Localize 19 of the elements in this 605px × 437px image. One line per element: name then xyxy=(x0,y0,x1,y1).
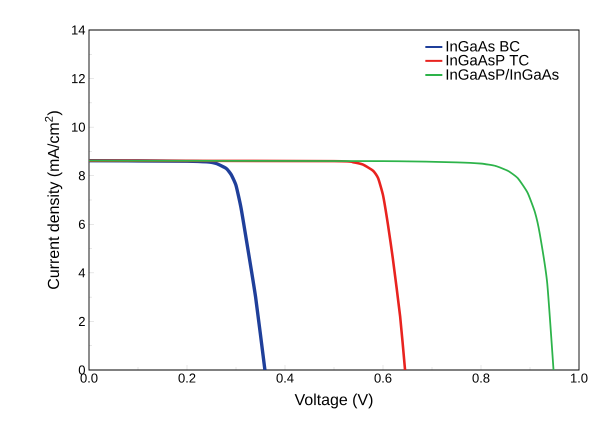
x-tick-label: 0.2 xyxy=(178,374,196,383)
y-tick-label: 4 xyxy=(78,268,86,278)
legend-label: InGaAs BC xyxy=(446,40,520,52)
y-tick-label: 8 xyxy=(78,171,85,180)
y-tick-label: 10 xyxy=(72,122,85,132)
y-tick-label: 0 xyxy=(78,365,85,375)
y-axis-title: Current density (mA/cm$^{2}$) xyxy=(44,111,62,289)
y-tick-label: 14 xyxy=(72,26,86,34)
legend-label: InGaAsP/InGaAs xyxy=(446,68,559,80)
x-tick-label: 0.4 xyxy=(276,374,294,383)
y-tick-label: 2 xyxy=(78,316,85,326)
legend-label: InGaAsP TC xyxy=(446,54,529,66)
x-tick-label: 0.8 xyxy=(472,374,490,383)
x-tick-label: 0.0 xyxy=(80,374,98,383)
x-axis-title: Voltage (V) xyxy=(294,394,372,408)
x-tick-label: 1.0 xyxy=(570,374,588,383)
y-tick-label: 6 xyxy=(78,220,85,229)
y-tick-label: 12 xyxy=(72,74,85,84)
x-tick-label: 0.6 xyxy=(374,374,392,383)
